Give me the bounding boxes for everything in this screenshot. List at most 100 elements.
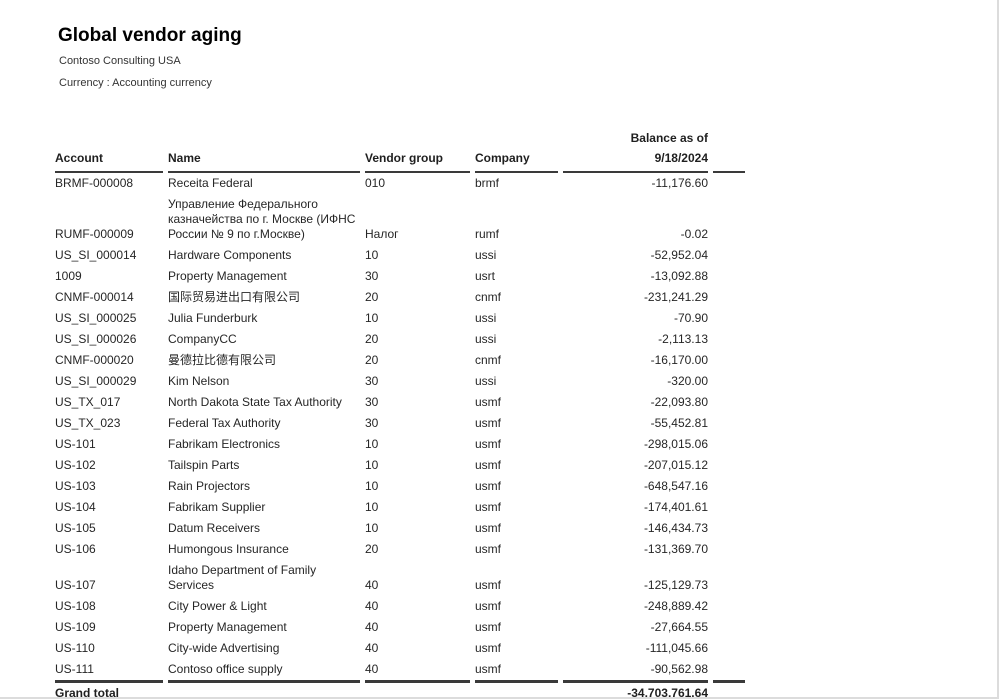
table-row: US-107 Idaho Department of Family Servic… <box>55 560 745 596</box>
spacer-cell <box>713 329 745 350</box>
spacer-cell <box>713 518 745 539</box>
spacer-cell <box>713 638 745 659</box>
name-cell: Julia Funderburk <box>168 311 258 325</box>
table-row: RUMF-000009 Управление Федерального казн… <box>55 194 745 245</box>
vendor-aging-table: Account Name Vendor group Company Balanc… <box>50 126 750 697</box>
grand-total-company-cell <box>475 680 558 697</box>
company-cell: usmf <box>475 416 502 430</box>
company-cell: brmf <box>475 176 499 190</box>
spacer-cell <box>713 392 745 413</box>
balance-cell: -2,113.13 <box>658 332 708 346</box>
company-cell: usmf <box>475 662 502 676</box>
company-cell: ussi <box>475 374 497 388</box>
balance-cell: -320.00 <box>667 374 708 388</box>
balance-cell: -231,241.29 <box>643 290 708 304</box>
account-cell: US_TX_017 <box>55 395 121 409</box>
table-row: US_SI_000029 Kim Nelson 30 ussi -320.00 <box>55 371 745 392</box>
company-cell: usmf <box>475 542 502 556</box>
spacer-cell <box>713 245 745 266</box>
table-row: BRMF-000008 Receita Federal 010 brmf -11… <box>55 173 745 194</box>
table-row: US-106 Humongous Insurance 20 usmf -131,… <box>55 539 745 560</box>
account-cell: US-109 <box>55 620 96 634</box>
column-header-account: Account <box>55 126 163 173</box>
account-cell: US-106 <box>55 542 96 556</box>
name-cell: Property Management <box>168 620 287 634</box>
balance-cell: -648,547.16 <box>643 479 708 493</box>
table-row: US-109 Property Management 40 usmf -27,6… <box>55 617 745 638</box>
account-cell: US_SI_000014 <box>55 248 137 262</box>
column-header-name: Name <box>168 126 360 173</box>
account-cell: 1009 <box>55 269 82 283</box>
grand-total-label: Grand total <box>55 680 163 697</box>
company-cell: usmf <box>475 437 502 451</box>
vendor-group-cell: 10 <box>365 311 379 325</box>
vendor-group-cell: 20 <box>365 353 379 367</box>
grand-total-name-cell <box>168 680 360 697</box>
company-cell: ussi <box>475 332 497 346</box>
name-cell: City Power & Light <box>168 599 267 613</box>
balance-header-line2: 9/18/2024 <box>654 151 708 165</box>
vendor-group-cell: 30 <box>365 269 379 283</box>
table-row: US-105 Datum Receivers 10 usmf -146,434.… <box>55 518 745 539</box>
table-footer: Grand total -34,703,761.64 100.00% <box>55 680 745 697</box>
balance-cell: -90,562.98 <box>650 662 708 676</box>
name-cell: Humongous Insurance <box>168 542 289 556</box>
spacer-cell <box>713 194 745 245</box>
account-cell: US-105 <box>55 521 96 535</box>
balance-cell: -207,015.12 <box>643 458 708 472</box>
account-cell: BRMF-000008 <box>55 176 134 190</box>
table-row: CNMF-000020 曼德拉比德有限公司 20 cnmf -16,170.00 <box>55 350 745 371</box>
company-cell: usmf <box>475 479 502 493</box>
name-cell: 国际贸易进出口有限公司 <box>168 290 301 304</box>
name-cell: Rain Projectors <box>168 479 251 493</box>
balance-header-line1: Balance as of <box>630 131 708 145</box>
balance-cell: -146,434.73 <box>643 521 708 535</box>
column-header-spacer <box>713 126 745 173</box>
vendor-group-cell: 10 <box>365 437 379 451</box>
company-cell: usmf <box>475 599 502 613</box>
name-cell: Hardware Components <box>168 248 292 262</box>
spacer-cell <box>713 539 745 560</box>
table-row: US-102 Tailspin Parts 10 usmf -207,015.1… <box>55 455 745 476</box>
account-cell: US-110 <box>55 641 95 655</box>
table-row: US_SI_000025 Julia Funderburk 10 ussi -7… <box>55 308 745 329</box>
balance-cell: -125,129.73 <box>643 578 708 592</box>
grand-total-row: Grand total -34,703,761.64 <box>55 680 745 697</box>
spacer-cell <box>713 308 745 329</box>
company-cell: usmf <box>475 641 502 655</box>
company-name: Contoso Consulting USA <box>59 55 181 67</box>
company-cell: usmf <box>475 395 502 409</box>
vendor-group-cell: Налог <box>365 227 399 241</box>
account-cell: US-104 <box>55 500 96 514</box>
balance-cell: -0.02 <box>680 227 708 241</box>
company-cell: cnmf <box>475 353 502 367</box>
company-cell: ussi <box>475 248 497 262</box>
balance-cell: -298,015.06 <box>643 437 708 451</box>
spacer-cell <box>713 497 745 518</box>
header-row: Account Name Vendor group Company Balanc… <box>55 126 745 173</box>
name-cell: North Dakota State Tax Authority <box>168 395 342 409</box>
vendor-group-cell: 40 <box>365 662 379 676</box>
account-cell: RUMF-000009 <box>55 227 134 241</box>
name-cell: Contoso office supply <box>168 662 283 676</box>
name-cell: Property Management <box>168 269 287 283</box>
grand-total-spacer-cell <box>713 680 745 697</box>
table-body: BRMF-000008 Receita Federal 010 brmf -11… <box>55 173 745 680</box>
account-cell: US-107 <box>55 578 96 592</box>
vendor-group-cell: 30 <box>365 395 379 409</box>
table-row: US-103 Rain Projectors 10 usmf -648,547.… <box>55 476 745 497</box>
table-row: US-108 City Power & Light 40 usmf -248,8… <box>55 596 745 617</box>
account-cell: US_SI_000026 <box>55 332 137 346</box>
account-cell: US-101 <box>55 437 96 451</box>
company-cell: usrt <box>475 269 496 283</box>
table-row: 1009 Property Management 30 usrt -13,092… <box>55 266 745 287</box>
name-cell: Datum Receivers <box>168 521 261 535</box>
grand-total-group-cell <box>365 680 470 697</box>
balance-cell: -131,369.70 <box>643 542 708 556</box>
balance-cell: -27,664.55 <box>650 620 708 634</box>
vendor-group-cell: 10 <box>365 500 379 514</box>
company-cell: usmf <box>475 458 502 472</box>
column-header-company: Company <box>475 126 558 173</box>
page-title: Global vendor aging <box>58 25 242 46</box>
name-cell: CompanyCC <box>168 332 237 346</box>
